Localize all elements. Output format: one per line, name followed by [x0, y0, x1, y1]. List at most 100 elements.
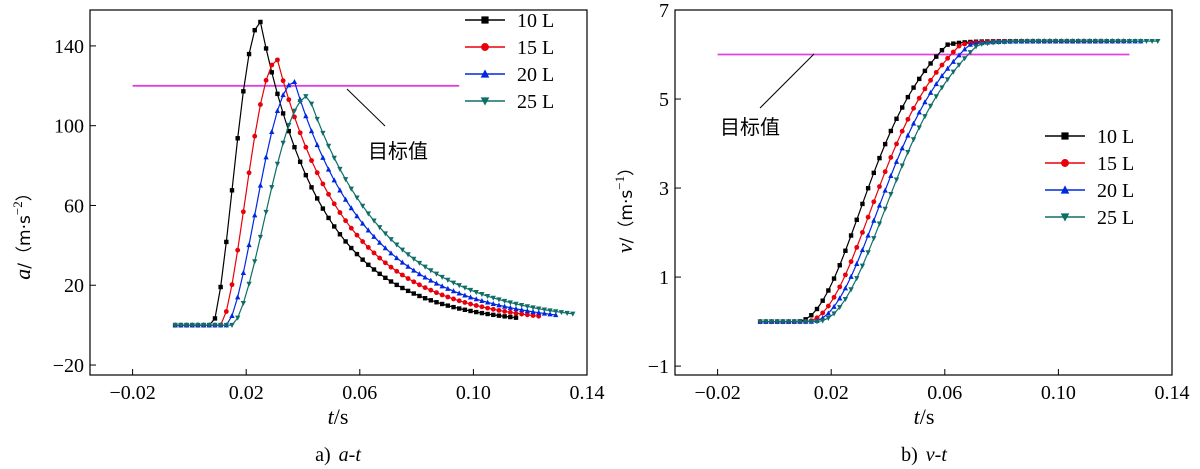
- data-point: [1143, 38, 1150, 45]
- data-point: [360, 239, 366, 244]
- data-point: [911, 85, 916, 90]
- data-point: [462, 285, 468, 291]
- data-point: [956, 43, 962, 49]
- y-axis-label-b: v/（m·s−1）: [612, 159, 637, 253]
- data-point: [457, 306, 462, 311]
- data-point: [388, 250, 394, 256]
- data-point: [820, 310, 826, 316]
- data-point: [882, 141, 888, 147]
- data-point: [928, 61, 933, 66]
- y-axis-label-a: a/（m·s−2）: [10, 184, 35, 279]
- data-point: [928, 77, 934, 83]
- series-25l: [757, 38, 1161, 325]
- data-point: [263, 46, 269, 51]
- data-point: [286, 128, 291, 134]
- data-point: [485, 305, 491, 311]
- y-tick-label: −1: [648, 356, 669, 378]
- data-point: [1041, 39, 1047, 45]
- data-point: [468, 308, 473, 314]
- data-point: [860, 230, 865, 235]
- data-point: [286, 122, 292, 128]
- data-point: [348, 186, 354, 192]
- data-point: [939, 85, 945, 91]
- data-point: [519, 307, 525, 313]
- data-point: [888, 172, 894, 178]
- data-point: [1115, 38, 1121, 45]
- data-point: [445, 303, 451, 308]
- data-point: [286, 82, 292, 88]
- data-point: [530, 305, 536, 311]
- data-point: [308, 128, 315, 134]
- legend-marker: [480, 97, 490, 106]
- data-point: [229, 188, 235, 193]
- data-point: [399, 259, 406, 265]
- data-point: [1001, 39, 1008, 45]
- y-axis-ticks-b: −1 1 3 5 7: [648, 0, 681, 378]
- legend-marker: [1061, 132, 1069, 140]
- legend-marker: [1061, 159, 1069, 167]
- x-axis-label-b: t/s: [914, 404, 935, 429]
- data-point: [496, 307, 502, 313]
- data-point: [871, 217, 877, 223]
- data-point: [842, 272, 848, 278]
- data-point: [780, 319, 786, 325]
- data-point: [241, 89, 246, 94]
- data-point: [388, 264, 394, 270]
- data-point: [303, 144, 309, 150]
- data-point: [325, 143, 332, 149]
- data-point: [337, 166, 343, 172]
- data-point: [564, 310, 570, 316]
- data-point: [428, 298, 433, 303]
- data-point: [496, 297, 502, 303]
- x-tick-label: 0.02: [814, 382, 849, 404]
- data-point: [303, 94, 309, 100]
- data-point: [224, 239, 229, 245]
- legend-label: 25 L: [1097, 207, 1134, 229]
- data-point: [320, 130, 326, 136]
- target-pointer-a: [346, 88, 386, 127]
- data-point: [445, 294, 451, 300]
- data-point: [939, 73, 945, 79]
- data-point: [212, 316, 218, 321]
- data-point: [945, 55, 951, 61]
- legend-label: 15 L: [1097, 153, 1134, 175]
- data-point: [496, 313, 502, 318]
- data-point: [508, 314, 513, 320]
- legend-label: 15 L: [517, 37, 554, 59]
- data-point: [451, 296, 456, 302]
- data-point: [910, 120, 917, 126]
- data-point: [382, 231, 388, 237]
- data-point: [962, 56, 968, 62]
- data-point: [428, 277, 434, 283]
- data-point: [825, 315, 831, 321]
- data-point: [246, 281, 252, 287]
- y-axis-unit-b: /（m·s: [617, 190, 637, 244]
- data-point: [280, 92, 286, 98]
- data-point: [246, 242, 252, 248]
- legend-b: 10 L 15 L 20 L 25 L: [1045, 126, 1134, 229]
- data-point: [382, 260, 388, 266]
- data-point: [269, 185, 275, 191]
- data-point: [178, 322, 184, 328]
- data-point: [325, 166, 332, 172]
- data-point: [297, 99, 303, 105]
- data-point: [871, 170, 876, 176]
- data-point: [956, 40, 962, 46]
- y-axis-var-b: v: [612, 243, 637, 253]
- data-point: [882, 169, 888, 175]
- data-point: [337, 187, 343, 193]
- data-point: [1149, 38, 1155, 45]
- data-point: [218, 284, 223, 290]
- data-point: [484, 293, 491, 300]
- data-point: [315, 196, 320, 201]
- data-point: [439, 301, 445, 307]
- y-tick-label: 100: [54, 116, 84, 138]
- data-point: [1132, 38, 1138, 45]
- data-point: [490, 295, 496, 301]
- y-tick-label: 140: [54, 36, 84, 58]
- data-point: [445, 285, 451, 291]
- data-point: [536, 313, 542, 319]
- data-point: [360, 257, 365, 262]
- data-point: [309, 158, 314, 163]
